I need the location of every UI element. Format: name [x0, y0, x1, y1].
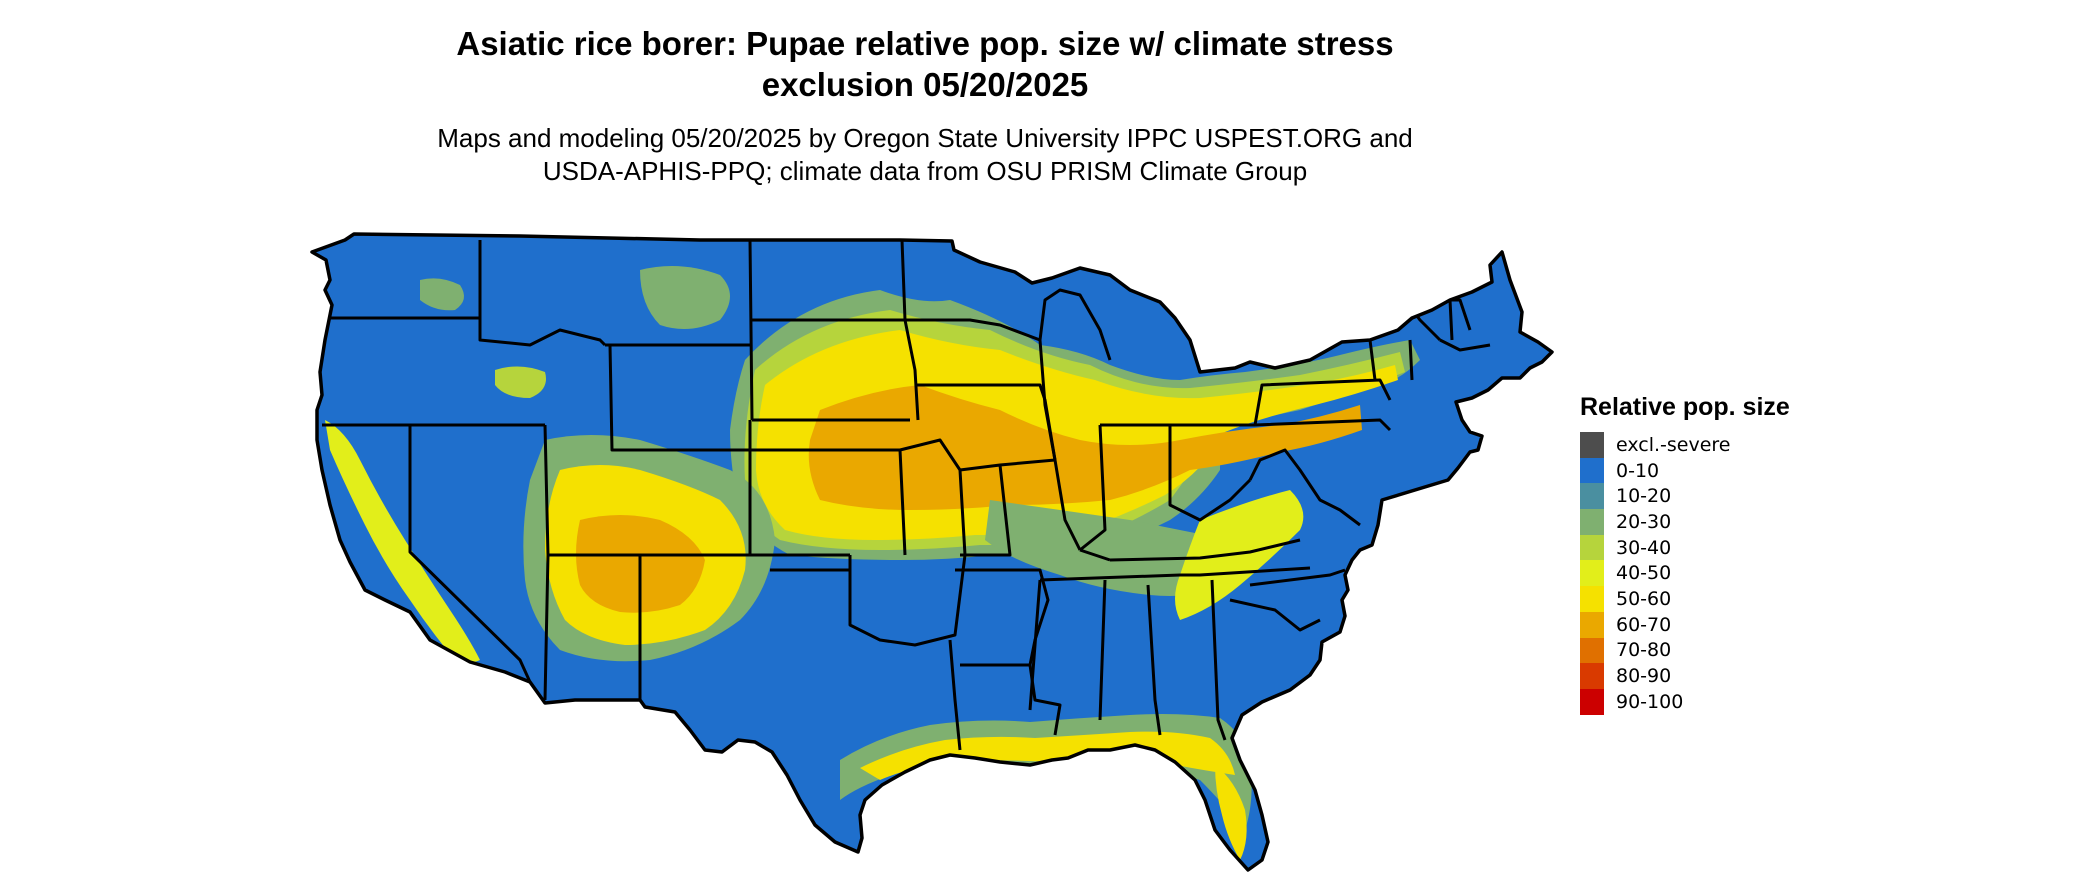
legend-swatch — [1580, 611, 1604, 638]
border-id-mt — [478, 240, 607, 347]
legend-swatch — [1580, 483, 1604, 510]
legend-item: 90-100 — [1580, 688, 1790, 715]
map-title-line-2: exclusion 05/20/2025 — [761, 66, 1089, 103]
legend-label: 30-40 — [1616, 536, 1672, 559]
legend-item: 0-10 — [1580, 457, 1790, 484]
map-subtitle-line-1: Maps and modeling 05/20/2025 by Oregon S… — [437, 123, 1413, 153]
legend-swatch — [1580, 688, 1604, 715]
border-ky-tn — [1039, 538, 1311, 582]
border-il-in-oh — [1038, 339, 1255, 552]
legend: Relative pop. size excl.-severe 0-10 10-20… — [1580, 392, 1790, 715]
legend-label: 20-30 — [1616, 510, 1672, 533]
legend-swatch — [1580, 560, 1604, 587]
border-ms-al-ga — [1028, 579, 1227, 741]
border-va-wv-md — [1248, 418, 1392, 527]
border-wi-mi — [1038, 288, 1112, 361]
state-borders — [322, 239, 1491, 751]
legend-label: 0-10 — [1616, 459, 1660, 482]
legend-label: 40-50 — [1616, 562, 1672, 585]
legend-label: 90-100 — [1616, 690, 1684, 713]
map-title-line-1: Asiatic rice borer: Pupae relative pop. … — [456, 25, 1394, 62]
border-tx-ok — [770, 554, 967, 751]
legend-item: 50-60 — [1580, 586, 1790, 612]
zone-yellow-california — [325, 420, 480, 663]
legend-label: 70-80 — [1616, 639, 1672, 662]
legend-item: 80-90 — [1580, 663, 1790, 689]
zone-yellow-florida — [1215, 765, 1247, 860]
border-sc-nc — [1229, 568, 1346, 632]
legend-label: 60-70 — [1616, 613, 1672, 636]
legend-swatch — [1580, 663, 1604, 689]
border-az-nm — [548, 553, 850, 700]
legend-item: 30-40 — [1580, 534, 1790, 561]
zone-sage-montana — [640, 266, 730, 329]
border-pa-ny-ne — [1253, 299, 1454, 426]
legend-label: excl.-severe — [1616, 433, 1731, 456]
zone-yellow-gulf — [860, 731, 1235, 780]
zone-orange-central — [808, 385, 1362, 510]
legend-item: 40-50 — [1580, 560, 1790, 587]
border-ut-co — [608, 344, 752, 555]
legend-item: 70-80 — [1580, 637, 1790, 664]
map-subtitle-line-2: USDA-APHIS-PPQ; climate data from OSU PR… — [542, 156, 1308, 186]
zone-yellow-appalachia — [1175, 490, 1304, 620]
legend-item: 60-70 — [1580, 611, 1790, 638]
legend-swatch — [1580, 637, 1604, 664]
legend-swatch — [1580, 586, 1604, 612]
legend-swatch — [1580, 534, 1604, 561]
border-dakotas — [748, 239, 920, 422]
border-co-ks-ne — [748, 420, 967, 556]
legend-swatch — [1580, 509, 1604, 535]
legend-label: 50-60 — [1616, 587, 1672, 610]
zone-lime-idaho — [495, 366, 546, 398]
legend-items: excl.-severe 0-10 10-20 20-30 30-40 40-50 50-6… — [1580, 432, 1790, 715]
zone-sage-pacificnw — [420, 278, 464, 311]
legend-label: 80-90 — [1616, 665, 1672, 688]
legend-label: 10-20 — [1616, 485, 1672, 508]
legend-item: 10-20 — [1580, 483, 1790, 510]
legend-swatch — [1580, 432, 1604, 458]
legend-item: 20-30 — [1580, 509, 1790, 535]
legend-swatch — [1580, 457, 1604, 484]
legend-item: excl.-severe — [1580, 432, 1790, 458]
legend-title: Relative pop. size — [1580, 393, 1790, 421]
